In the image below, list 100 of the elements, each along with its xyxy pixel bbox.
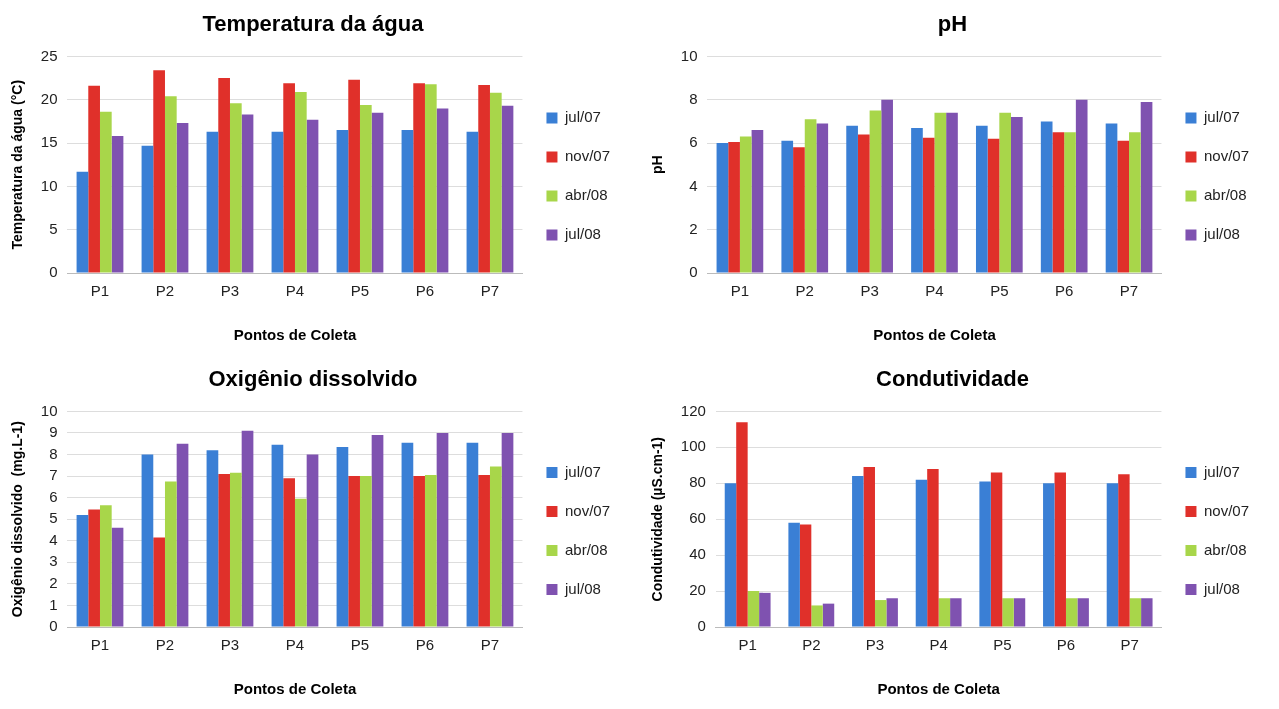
bar	[141, 145, 154, 273]
bar	[751, 130, 764, 273]
bar	[336, 446, 349, 627]
x-tick-label: P4	[285, 636, 305, 654]
bar	[938, 598, 951, 627]
bar	[716, 143, 729, 273]
y-tick-label: 10	[40, 401, 58, 419]
legend-label: jul/08	[1202, 225, 1240, 243]
bar	[781, 140, 794, 273]
bar	[874, 600, 887, 627]
y-tick-label: 0	[49, 617, 58, 635]
bar	[793, 147, 805, 273]
bar	[99, 505, 112, 627]
y-tick-label: 10	[40, 176, 58, 194]
x-tick-label: P2	[802, 636, 821, 654]
legend-label: jul/08	[1202, 579, 1240, 597]
y-tick-label: 9	[49, 423, 58, 441]
bar	[927, 468, 939, 627]
bar	[436, 432, 449, 627]
legend-label: jul/07	[1202, 108, 1240, 126]
y-axis-title: Temperatura da água (°C)	[9, 79, 26, 250]
y-tick-label: 6	[49, 487, 58, 505]
bar	[99, 111, 112, 273]
bar	[501, 105, 514, 273]
bar	[934, 112, 947, 273]
bar	[747, 591, 760, 627]
bar	[979, 481, 991, 627]
bar	[294, 91, 307, 273]
x-tick-label: P5	[993, 636, 1012, 654]
bar	[863, 467, 875, 627]
bar	[271, 131, 284, 273]
legend-label: abr/08	[564, 186, 608, 204]
bar	[788, 522, 800, 627]
x-tick-label: P3	[220, 282, 240, 300]
x-tick-label: P2	[795, 282, 814, 300]
y-tick-label: 80	[689, 473, 706, 491]
bar	[348, 79, 360, 273]
x-tick-label: P5	[350, 282, 370, 300]
bar	[371, 435, 384, 627]
bar	[804, 119, 817, 273]
bar	[987, 138, 1000, 273]
y-tick-label: 3	[49, 552, 58, 570]
bar	[306, 454, 319, 627]
x-tick-label: P7	[1119, 282, 1139, 300]
legend-label: abr/08	[1203, 186, 1247, 204]
bar	[1052, 132, 1065, 273]
legend-label: abr/08	[1203, 540, 1247, 558]
x-tick-label: P1	[730, 282, 750, 300]
bar	[922, 137, 935, 273]
bar	[1118, 474, 1130, 627]
bar	[739, 136, 752, 273]
x-tick-label: P4	[285, 282, 305, 300]
bar	[1064, 132, 1076, 273]
bar	[736, 422, 748, 627]
y-tick-label: 60	[689, 509, 706, 527]
bar	[1011, 117, 1023, 273]
x-tick-label: P3	[860, 282, 879, 300]
bar	[436, 108, 449, 273]
bar	[424, 84, 437, 273]
legend-label: jul/07	[563, 462, 601, 480]
bar	[881, 99, 893, 273]
bar	[401, 130, 414, 273]
x-tick-label: P3	[220, 636, 240, 654]
y-tick-label: 0	[689, 263, 698, 281]
bar	[401, 442, 414, 627]
bar	[1043, 483, 1055, 627]
bar	[869, 110, 882, 273]
y-tick-label: 100	[680, 437, 706, 455]
x-axis-title: Pontos de Coleta	[233, 326, 357, 344]
y-tick-label: 20	[40, 89, 58, 107]
bar	[76, 171, 89, 273]
chart-title: Condutividade	[876, 366, 1029, 392]
bar	[153, 70, 165, 273]
y-tick-label: 25	[40, 46, 58, 64]
y-tick-label: 4	[49, 530, 58, 548]
bar	[811, 605, 823, 627]
bar	[728, 141, 740, 273]
bar	[76, 514, 89, 627]
y-tick-label: 4	[689, 176, 698, 194]
bar	[1013, 598, 1026, 627]
x-tick-label: P1	[90, 282, 110, 300]
bar	[911, 127, 923, 273]
x-tick-label: P4	[925, 282, 944, 300]
x-tick-label: P2	[155, 282, 175, 300]
bar	[946, 112, 958, 273]
bar	[1054, 472, 1066, 627]
x-tick-label: P6	[1056, 636, 1076, 654]
y-tick-label: 10	[680, 46, 698, 64]
bar	[478, 84, 490, 273]
bar	[466, 442, 479, 627]
y-tick-label: 2	[689, 219, 698, 237]
bar	[371, 112, 384, 273]
y-axis-title: Oxigênio dissolvido (mg.L-1)	[9, 421, 26, 618]
bar	[294, 498, 307, 627]
bar	[336, 130, 349, 273]
legend-label: nov/07	[564, 147, 611, 165]
legend-label: nov/07	[564, 501, 611, 519]
bar	[1077, 598, 1089, 627]
bar	[1129, 598, 1142, 627]
x-tick-label: P6	[1055, 282, 1074, 300]
